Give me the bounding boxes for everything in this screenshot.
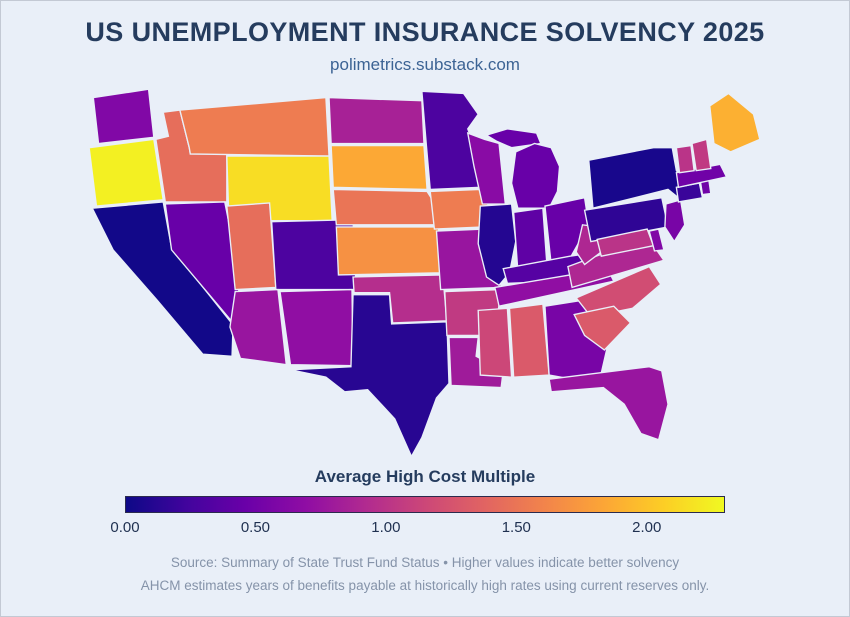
colorbar-tick-label: 1.00 xyxy=(371,518,401,536)
state-fl xyxy=(548,366,669,441)
state-al xyxy=(508,303,550,378)
colorbar-ticks: 0.00 0.50 1.00 1.50 2.00 xyxy=(110,518,725,539)
state-nj xyxy=(664,198,686,243)
colorbar-gradient xyxy=(125,495,725,513)
state-sd xyxy=(330,144,428,191)
state-nd xyxy=(328,96,425,145)
state-mi-upper xyxy=(484,128,542,149)
state-ut xyxy=(226,202,277,291)
note-line: AHCM estimates years of benefits payable… xyxy=(140,578,710,594)
footer-captions: Source: Summary of State Trust Fund Stat… xyxy=(1,551,849,598)
state-az xyxy=(229,288,288,366)
state-il xyxy=(477,203,517,287)
state-tx xyxy=(290,294,450,458)
state-ny xyxy=(588,146,690,210)
state-ne xyxy=(332,188,442,226)
colorbar-tick-label: 2.00 xyxy=(632,518,662,536)
state-ms xyxy=(477,307,513,378)
state-vt xyxy=(675,144,695,174)
state-ca xyxy=(91,201,234,358)
state-ks xyxy=(335,226,442,276)
colorbar-tick-label: 1.50 xyxy=(501,518,531,536)
source-line: Source: Summary of State Trust Fund Stat… xyxy=(170,554,680,570)
colorbar-tick-label: 0.00 xyxy=(110,518,140,536)
colorbar-tick-label: 0.50 xyxy=(240,518,271,536)
state-sc xyxy=(573,305,632,351)
state-de xyxy=(648,228,665,252)
state-nh xyxy=(691,138,712,172)
colorbar: 0.00 0.50 1.00 1.50 2.00 xyxy=(110,495,725,539)
state-me xyxy=(709,92,761,153)
state-mt xyxy=(179,96,330,157)
state-or xyxy=(88,138,164,207)
state-mi xyxy=(510,142,561,209)
legend-label: Average High Cost Multiple xyxy=(314,466,536,486)
state-nm xyxy=(279,288,354,367)
page-subtitle: polimetrics.substack.com xyxy=(330,55,520,74)
legend: Average High Cost Multiple 0.00 0.50 1.00 1… xyxy=(1,467,849,539)
state-wa xyxy=(92,88,155,145)
us-choropleth-map xyxy=(88,88,761,458)
map-container xyxy=(86,83,764,467)
page-title: US UNEMPLOYMENT INSURANCE SOLVENCY 2025 xyxy=(85,17,765,47)
